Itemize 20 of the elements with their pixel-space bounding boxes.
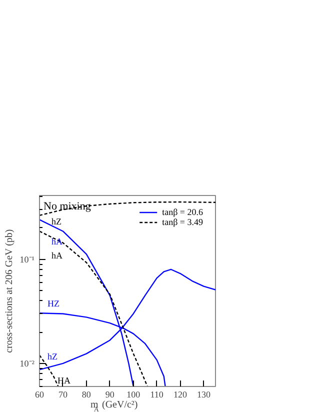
annotation: hA xyxy=(52,250,63,260)
x-tick-label: 130 xyxy=(197,390,212,400)
x-tick-label: 80 xyxy=(82,390,92,400)
annotation: HZ xyxy=(48,298,60,308)
x-tick-label: 70 xyxy=(58,390,68,400)
x-tick-label: 90 xyxy=(105,390,115,400)
x-tick-label: 120 xyxy=(174,390,188,400)
y-tick-label: 10⁻² xyxy=(20,358,35,368)
y-axis-title: cross-sections at 206 GeV (pb) xyxy=(4,229,15,353)
annotation: hA xyxy=(52,236,63,246)
y-tick-label: 10⁻¹ xyxy=(20,254,35,264)
line-series xyxy=(40,230,148,386)
x-tick-label: 100 xyxy=(126,390,141,400)
x-tick-label: 110 xyxy=(150,390,164,400)
legend-label: tanβ = 20.6 xyxy=(162,207,203,217)
annotation: hZ xyxy=(52,216,62,226)
line-series xyxy=(40,201,216,216)
annotation: hZ xyxy=(48,352,58,362)
legend-label: tanβ = 3.49 xyxy=(162,217,203,227)
x-tick-label: 60 xyxy=(35,390,44,400)
